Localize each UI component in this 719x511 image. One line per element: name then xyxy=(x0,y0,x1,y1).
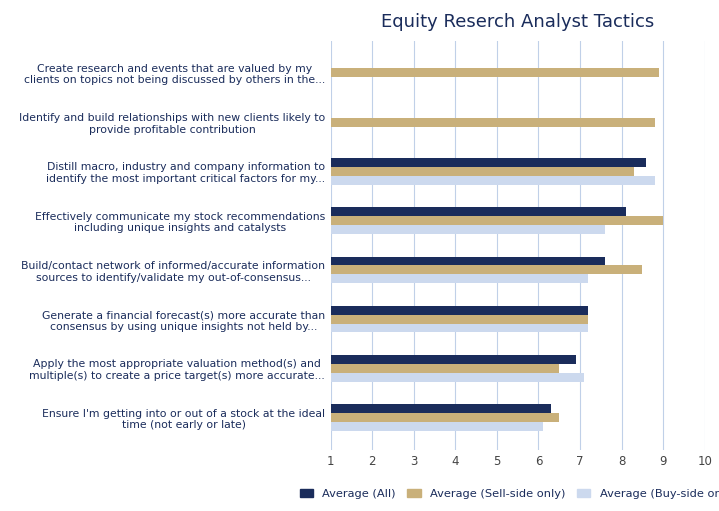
Bar xyxy=(331,216,663,225)
Bar xyxy=(331,176,655,184)
Bar xyxy=(331,207,626,216)
Title: Equity Reserch Analyst Tactics: Equity Reserch Analyst Tactics xyxy=(381,13,654,31)
Bar xyxy=(331,323,588,333)
Bar xyxy=(331,68,659,77)
Legend: Average (All), Average (Sell-side only), Average (Buy-side only): Average (All), Average (Sell-side only),… xyxy=(295,484,719,503)
Bar xyxy=(331,422,543,431)
Bar xyxy=(331,257,605,266)
Bar xyxy=(331,315,588,323)
Bar xyxy=(331,274,588,283)
Bar xyxy=(331,404,551,413)
Bar xyxy=(331,355,576,364)
Bar xyxy=(331,306,588,315)
Bar xyxy=(331,167,634,176)
Bar xyxy=(331,225,605,234)
Bar xyxy=(331,364,559,373)
Bar xyxy=(331,266,642,274)
Bar xyxy=(331,413,559,422)
Bar xyxy=(331,118,655,127)
Bar xyxy=(331,373,584,382)
Bar xyxy=(331,158,646,167)
